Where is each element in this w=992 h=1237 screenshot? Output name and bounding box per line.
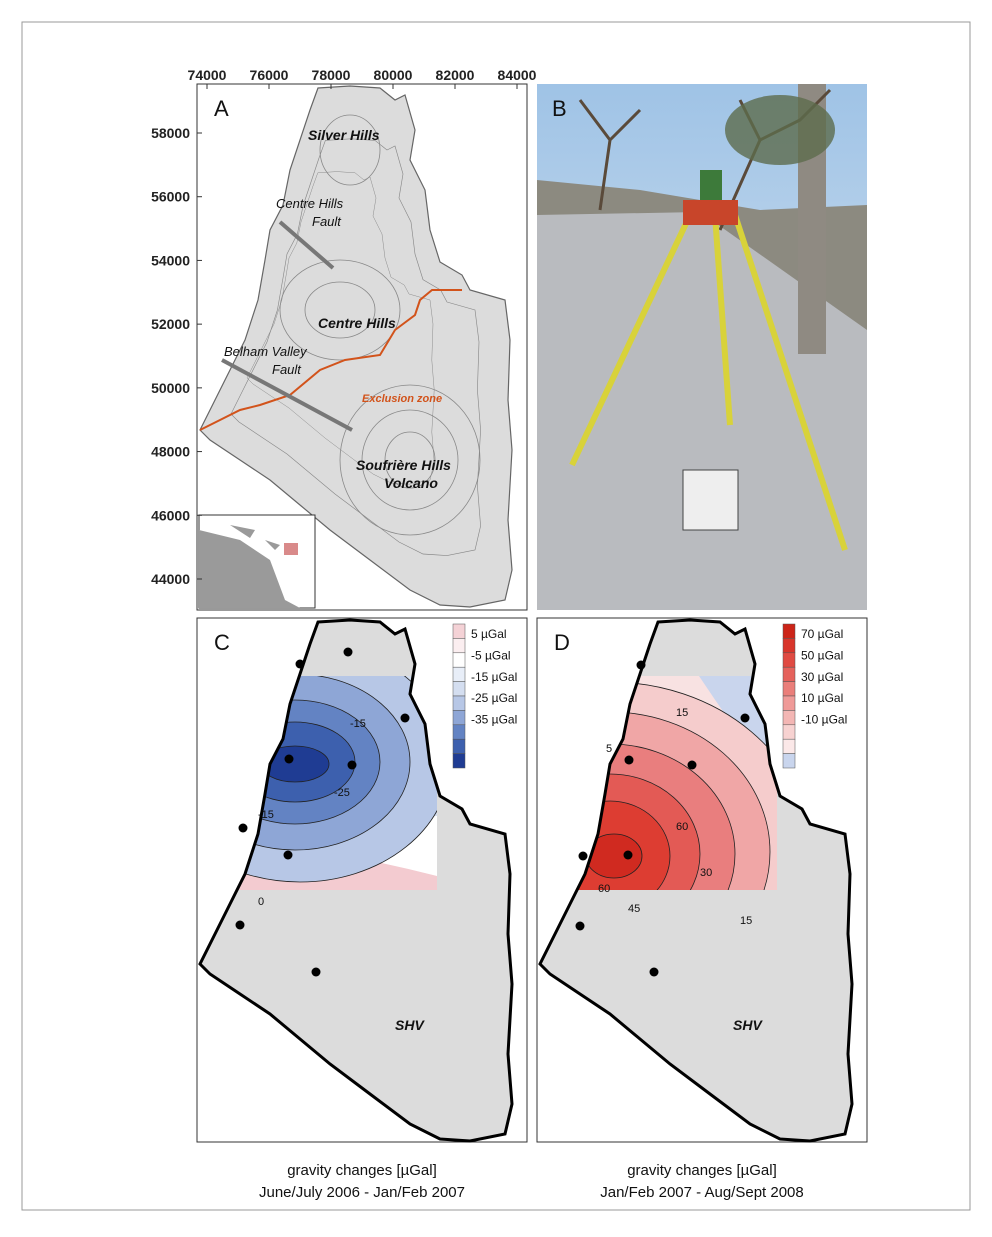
x-tick-label: 76000 <box>250 67 289 83</box>
legend-swatch <box>453 624 465 638</box>
legend-label: -10 µGal <box>801 713 847 727</box>
contour-label: 30 <box>700 867 712 879</box>
y-tick-label: 52000 <box>151 316 190 332</box>
x-tick-label: 82000 <box>436 67 475 83</box>
place-name: Volcano <box>384 475 438 491</box>
x-tick-label: 80000 <box>374 67 413 83</box>
panel-label: D <box>554 630 570 655</box>
contour-label: -25 <box>334 787 350 799</box>
y-tick-label: 50000 <box>151 380 190 396</box>
y-tick-label: 58000 <box>151 125 190 141</box>
contour-label: 60 <box>598 883 610 895</box>
panel-a: A Silver Hills Centre Hills Fault Centre… <box>151 67 537 610</box>
place-name: Exclusion zone <box>362 393 442 405</box>
x-tick-label: 84000 <box>498 67 537 83</box>
caption: gravity changes [µGal] <box>287 1162 437 1179</box>
legend-swatch <box>453 739 465 753</box>
place-name: Fault <box>272 362 302 377</box>
legend-label: -15 µGal <box>471 670 517 684</box>
legend-swatch <box>783 696 795 710</box>
legend-label: -35 µGal <box>471 713 517 727</box>
legend-swatch <box>453 696 465 710</box>
legend-swatch <box>453 710 465 724</box>
legend-swatch <box>783 667 795 681</box>
y-tick-label: 44000 <box>151 571 190 587</box>
legend-swatch <box>453 754 465 768</box>
contour-label: 0 <box>258 896 264 908</box>
y-tick-label: 56000 <box>151 189 190 205</box>
legend-swatch <box>453 667 465 681</box>
legend-swatch <box>783 725 795 739</box>
legend-label: 10 µGal <box>801 691 843 705</box>
legend-label: -25 µGal <box>471 691 517 705</box>
place-name: Fault <box>312 214 342 229</box>
legend-swatch <box>783 754 795 768</box>
contour-label: 45 <box>628 903 640 915</box>
y-tick-label: 48000 <box>151 444 190 460</box>
place-name: Centre Hills <box>276 196 344 211</box>
panel-c: 5 µGal-5 µGal-15 µGal-25 µGal-35 µGal C … <box>150 618 527 1201</box>
contour-label: 15 <box>676 707 688 719</box>
y-tick-label: 54000 <box>151 252 190 268</box>
caption: Jan/Feb 2007 - Aug/Sept 2008 <box>600 1184 804 1201</box>
legend-swatch <box>453 653 465 667</box>
place-name: Silver Hills <box>308 127 380 143</box>
x-tick-label: 74000 <box>188 67 227 83</box>
legend-swatch <box>783 682 795 696</box>
site-label: SHV <box>733 1017 763 1033</box>
caption: gravity changes [µGal] <box>627 1162 777 1179</box>
place-name: Centre Hills <box>318 315 396 331</box>
y-tick-label: 46000 <box>151 507 190 523</box>
legend-label: 30 µGal <box>801 670 843 684</box>
place-name: Soufrière Hills <box>356 457 451 473</box>
legend-label: 70 µGal <box>801 627 843 641</box>
legend-label: 50 µGal <box>801 648 843 662</box>
contour-label: -15 <box>258 809 274 821</box>
legend-label: 5 µGal <box>471 627 507 641</box>
legend-swatch <box>783 653 795 667</box>
panel-label: C <box>214 630 230 655</box>
figure: A Silver Hills Centre Hills Fault Centre… <box>0 0 992 1232</box>
x-tick-label: 78000 <box>312 67 351 83</box>
legend-swatch <box>783 624 795 638</box>
panel-b: B <box>537 84 867 610</box>
legend-swatch <box>783 638 795 652</box>
legend-swatch <box>783 739 795 753</box>
legend-swatch <box>453 682 465 696</box>
legend-swatch <box>783 710 795 724</box>
legend-swatch <box>453 638 465 652</box>
panel-label: B <box>552 96 567 121</box>
contour-label: 60 <box>676 821 688 833</box>
contour-label: 5 <box>606 743 612 755</box>
place-name: Belham Valley <box>224 344 308 359</box>
contour-label: -15 <box>350 718 366 730</box>
legend-label: -5 µGal <box>471 648 511 662</box>
caption: June/July 2006 - Jan/Feb 2007 <box>259 1184 465 1201</box>
contour-label: 15 <box>740 915 752 927</box>
site-label: SHV <box>395 1017 425 1033</box>
legend-swatch <box>453 725 465 739</box>
panel-label: A <box>214 96 229 121</box>
